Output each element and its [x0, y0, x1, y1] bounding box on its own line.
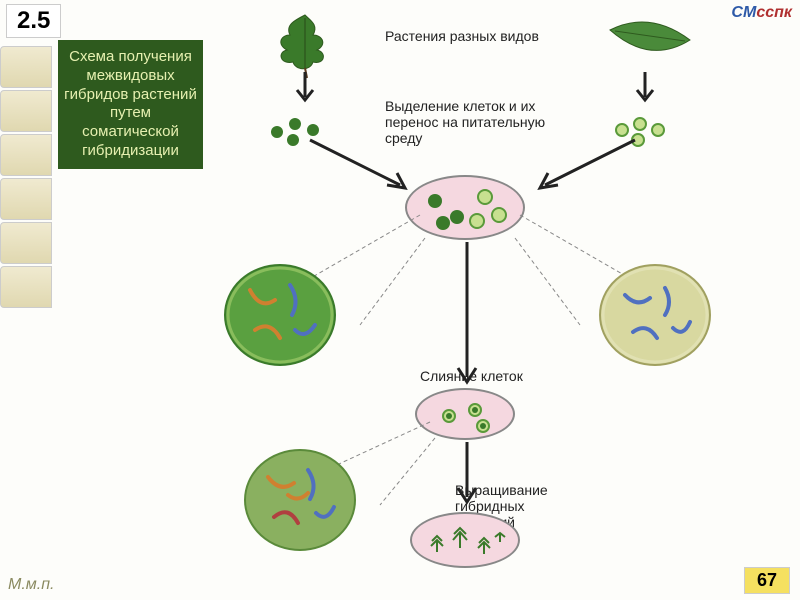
tab [0, 46, 52, 88]
slide-tabs [0, 46, 52, 310]
tab [0, 178, 52, 220]
simple-leaf-icon [605, 15, 695, 75]
petri-dish-plants [410, 512, 520, 568]
arrow-icon [520, 135, 640, 205]
magnified-hybrid-cell [240, 445, 360, 555]
arrow-icon [630, 72, 660, 112]
tab [0, 266, 52, 308]
tab [0, 90, 52, 132]
dish-plants-icon [412, 514, 522, 570]
magnified-cell-left [220, 260, 340, 370]
footer-author: М.м.п. [8, 576, 54, 594]
oak-leaf-icon [265, 10, 345, 80]
label-different-species: Растения разных видов [385, 28, 539, 44]
arrow-icon [290, 72, 320, 112]
sidebar-title: Схема получения межвидовых гибридов раст… [58, 40, 203, 169]
tab [0, 222, 52, 264]
arrow-icon [452, 242, 482, 392]
diagram-canvas: Растения разных видов Выделение клеток и… [210, 0, 770, 590]
tab [0, 134, 52, 176]
arrow-icon [452, 442, 482, 512]
magnified-cell-right [595, 260, 715, 370]
section-badge: 2.5 [6, 4, 61, 38]
